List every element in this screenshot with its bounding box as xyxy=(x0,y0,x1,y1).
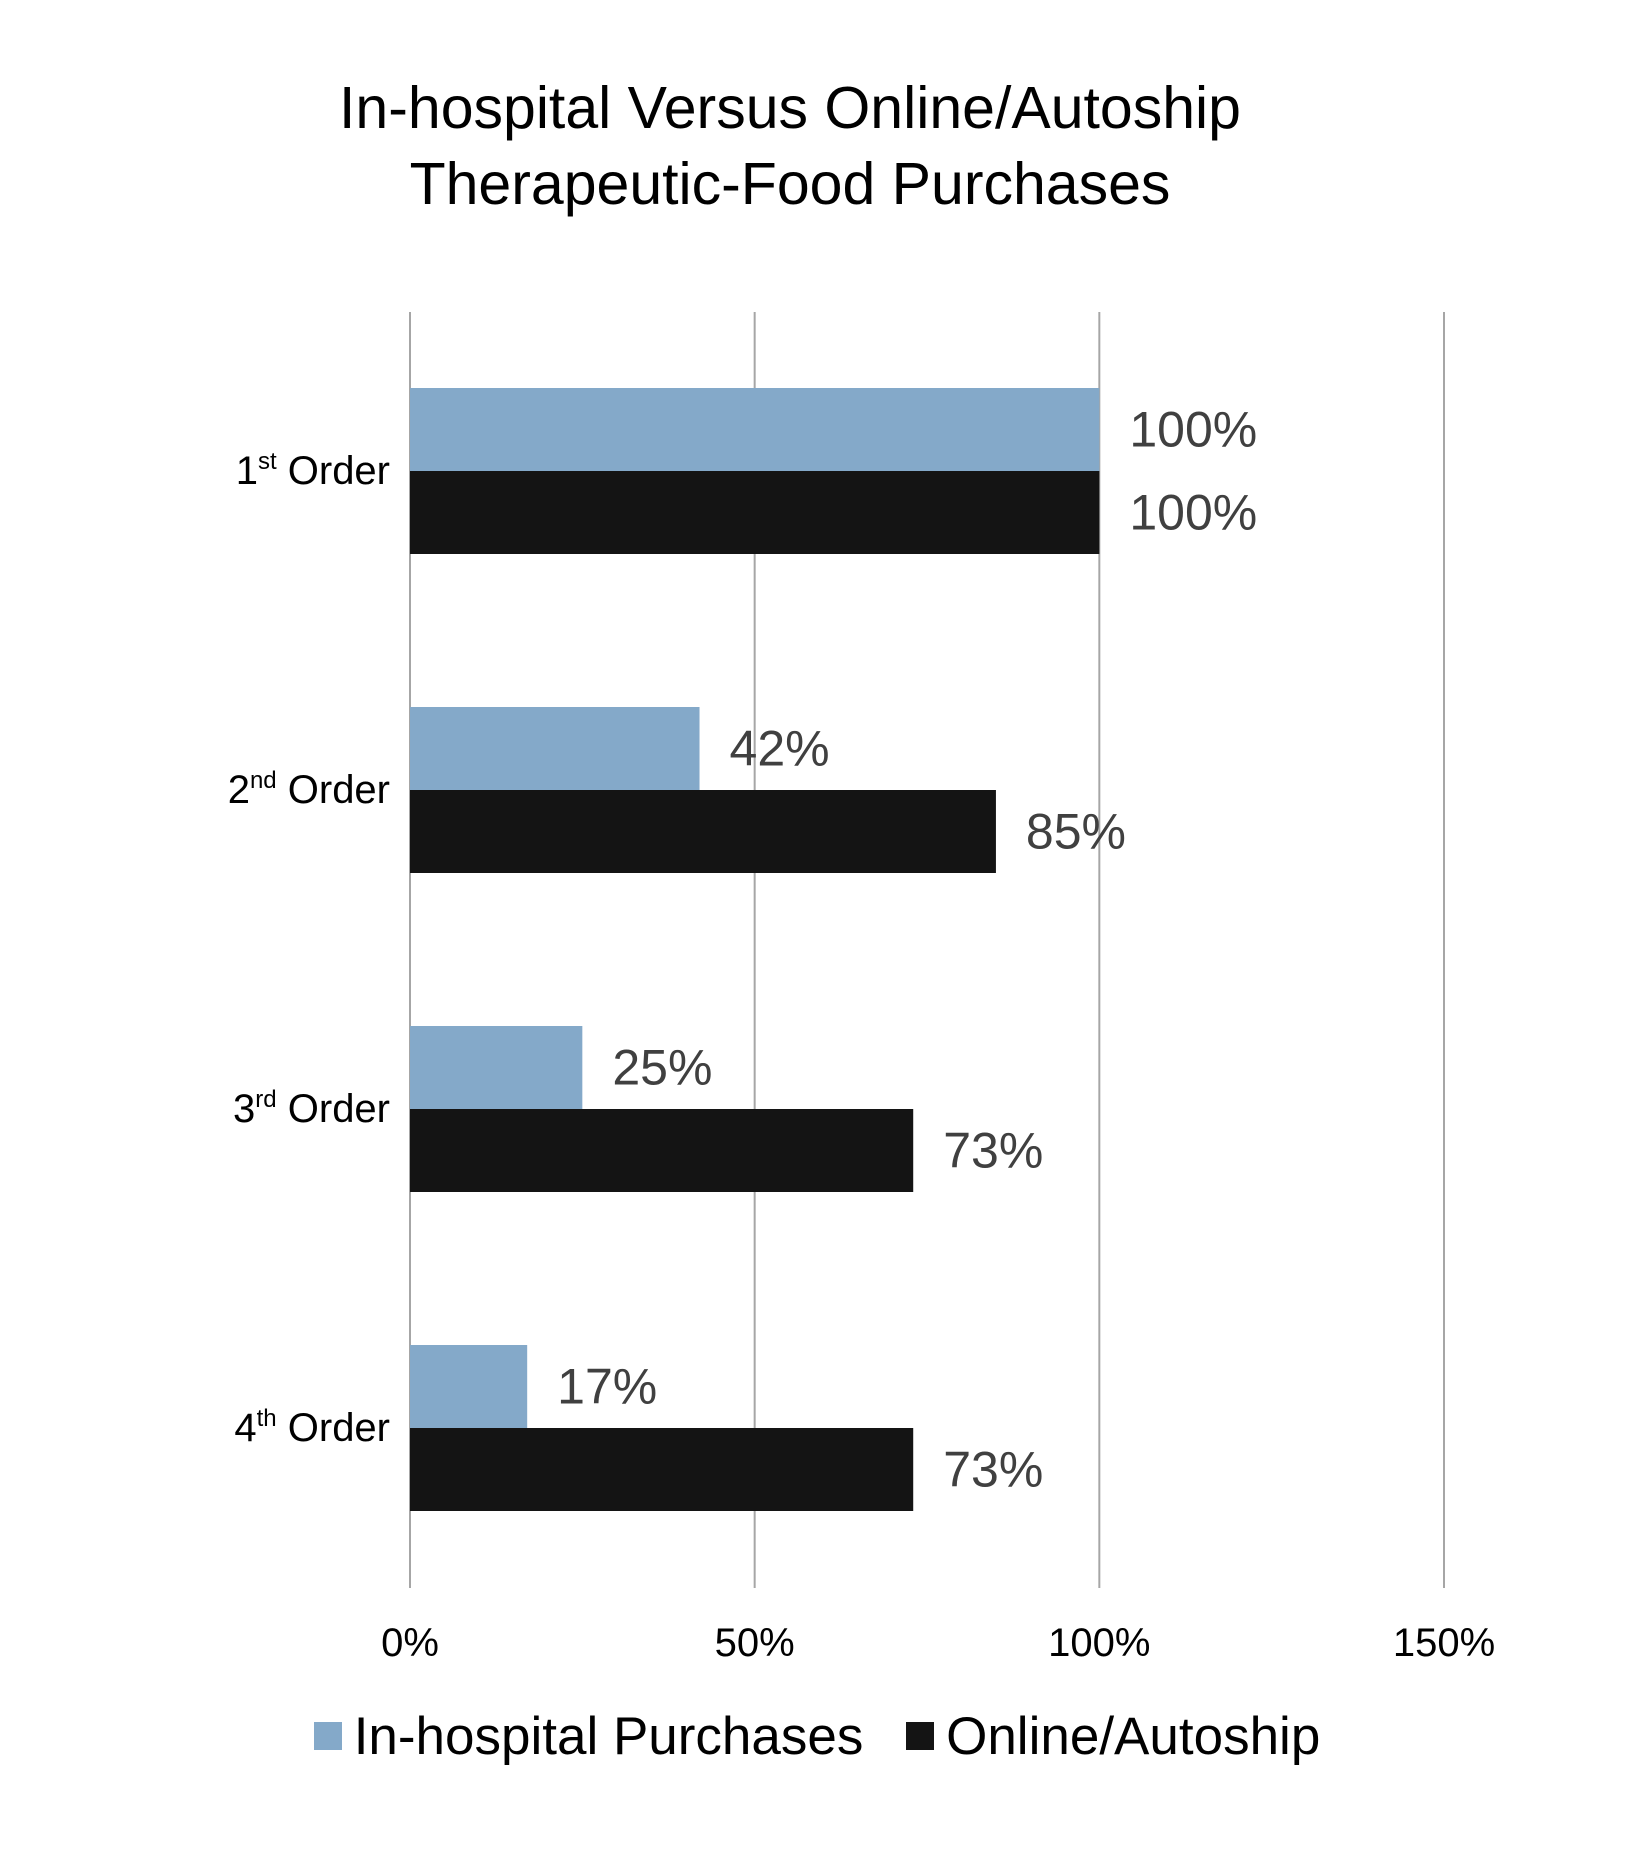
legend-item-online-autoship: Online/Autoship xyxy=(906,1705,1320,1769)
legend-swatch-online-autoship xyxy=(906,1722,935,1750)
category-ordinal-suffix: th xyxy=(256,1405,277,1432)
category-word: Order xyxy=(276,1087,390,1131)
category-number: 1 xyxy=(235,449,258,493)
category-number: 3 xyxy=(233,1087,256,1131)
data-label-in-hospital-2: 42% xyxy=(730,721,830,777)
category-word: Order xyxy=(276,1406,390,1450)
category-ordinal-suffix: rd xyxy=(255,1086,277,1113)
chart-title-line-1: In-hospital Versus Online/Autoship xyxy=(339,75,1241,141)
data-label-online-autoship-1: 100% xyxy=(1129,485,1257,541)
category-ordinal-suffix: st xyxy=(257,448,277,475)
y-category-label: 1st Order xyxy=(10,447,390,495)
bar-in-hospital-2 xyxy=(410,707,700,790)
x-tick-label: 50% xyxy=(715,1621,795,1665)
bar-in-hospital-1 xyxy=(410,388,1100,471)
data-label-in-hospital-3: 25% xyxy=(612,1040,712,1096)
data-label-in-hospital-4: 17% xyxy=(557,1359,657,1415)
data-label-online-autoship-4: 73% xyxy=(943,1442,1043,1498)
legend-label-online-autoship: Online/Autoship xyxy=(946,1707,1321,1766)
x-tick-label: 0% xyxy=(381,1621,439,1665)
category-number: 4 xyxy=(234,1406,257,1450)
category-ordinal-suffix: nd xyxy=(249,767,277,794)
category-word: Order xyxy=(276,449,390,493)
chart-title: In-hospital Versus Online/Autoship Thera… xyxy=(0,70,1580,222)
chart-title-line-2: Therapeutic-Food Purchases xyxy=(409,151,1171,217)
legend-swatch-in-hospital xyxy=(313,1722,342,1750)
bar-online-autoship-2 xyxy=(410,790,996,873)
legend: In-hospital Purchases Online/Autoship xyxy=(0,1705,1634,1769)
x-tick-label: 100% xyxy=(1048,1621,1150,1665)
y-category-label: 3rd Order xyxy=(10,1085,390,1133)
bar-online-autoship-4 xyxy=(410,1428,914,1511)
data-label-online-autoship-2: 85% xyxy=(1026,804,1126,860)
y-category-label: 2nd Order xyxy=(10,766,390,814)
x-axis-tick-labels: 0% 50% 100% 150% xyxy=(381,1621,1495,1665)
bar-in-hospital-4 xyxy=(410,1345,528,1428)
bars xyxy=(410,388,1100,1511)
category-number: 2 xyxy=(227,768,250,812)
data-label-online-autoship-3: 73% xyxy=(943,1123,1043,1179)
bar-in-hospital-3 xyxy=(410,1026,583,1109)
legend-label-in-hospital: In-hospital Purchases xyxy=(353,1707,864,1766)
bar-online-autoship-3 xyxy=(410,1109,914,1192)
legend-item-in-hospital: In-hospital Purchases xyxy=(313,1705,864,1769)
bar-online-autoship-1 xyxy=(410,471,1100,554)
y-category-label: 4th Order xyxy=(10,1404,390,1452)
x-tick-label: 150% xyxy=(1393,1621,1495,1665)
data-label-in-hospital-1: 100% xyxy=(1129,402,1257,458)
data-labels: 100% 100% 42% 85% 25% 73% 17% 73% xyxy=(557,402,1257,1498)
category-word: Order xyxy=(276,768,390,812)
